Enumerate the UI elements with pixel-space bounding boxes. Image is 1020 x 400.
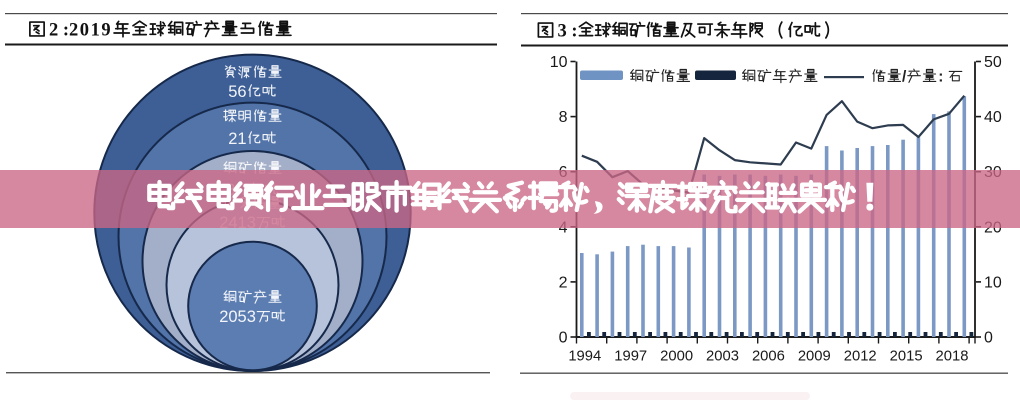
- svg-text:50: 50: [984, 54, 1002, 71]
- svg-text:2053: 2053: [219, 308, 256, 326]
- svg-text:2015: 2015: [890, 348, 923, 364]
- svg-text:0: 0: [559, 330, 568, 347]
- svg-text:8: 8: [559, 109, 568, 126]
- svg-text:0: 0: [984, 330, 993, 347]
- svg-text:56: 56: [228, 83, 246, 101]
- svg-text::: :: [938, 68, 943, 85]
- svg-text:10: 10: [984, 274, 1002, 291]
- svg-text:40: 40: [984, 109, 1002, 126]
- svg-text:/: /: [902, 68, 907, 85]
- svg-text:2009: 2009: [798, 348, 831, 364]
- svg-text:1997: 1997: [614, 348, 647, 364]
- svg-text:2003: 2003: [706, 348, 739, 364]
- svg-text:2019: 2019: [69, 21, 111, 41]
- svg-text:21: 21: [228, 130, 246, 148]
- svg-text:2000: 2000: [660, 348, 693, 364]
- svg-text:2: 2: [559, 274, 568, 291]
- svg-text:10: 10: [550, 54, 568, 71]
- svg-text:2018: 2018: [936, 348, 969, 364]
- svg-text:2012: 2012: [844, 348, 877, 364]
- svg-text:2006: 2006: [752, 348, 785, 364]
- svg-text:1994: 1994: [568, 348, 601, 364]
